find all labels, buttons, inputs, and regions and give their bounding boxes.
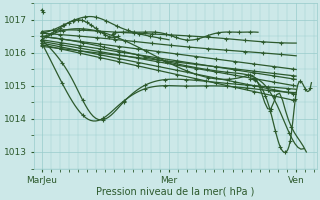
X-axis label: Pression niveau de la mer( hPa ): Pression niveau de la mer( hPa ): [96, 187, 254, 197]
